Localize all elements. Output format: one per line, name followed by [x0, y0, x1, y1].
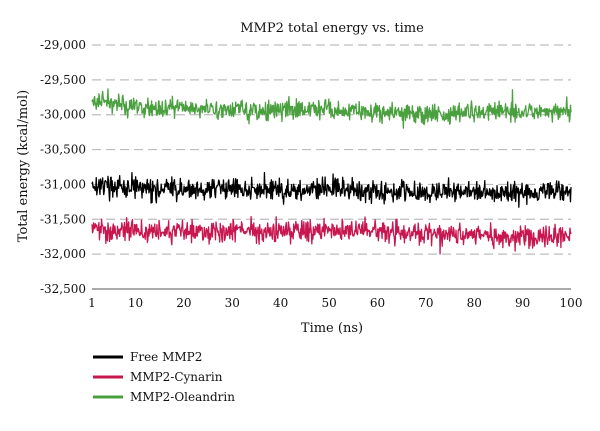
y-tick-label: -31,000: [40, 177, 86, 191]
x-tick-label: 1: [88, 296, 96, 310]
y-tick-label: -29,500: [40, 73, 86, 87]
grid: [92, 44, 571, 255]
y-tick-label: -32,500: [40, 282, 86, 296]
y-axis-title: Total energy (kcal/mol): [16, 90, 31, 242]
series-line-1: [91, 171, 572, 208]
y-tick-label: -30,500: [40, 143, 86, 157]
x-tick-label: 80: [467, 296, 482, 310]
x-tick-label: 20: [176, 296, 191, 310]
x-tick-label: 30: [225, 296, 240, 310]
x-axis-title: Time (ns): [301, 321, 363, 336]
x-tick-label: 10: [128, 296, 143, 310]
x-tick-label: 90: [515, 296, 530, 310]
series-line-3: [91, 88, 572, 129]
y-tick-label: -31,500: [40, 212, 86, 226]
x-tick-label: 70: [418, 296, 433, 310]
legend-label: MMP2-Oleandrin: [130, 390, 235, 404]
x-tick-label: 100: [560, 296, 583, 310]
x-tick-label: 50: [321, 296, 336, 310]
y-axis-ticks: -29,000 -29,500 -30,000 -30,500 -31,000 -31,5…: [40, 38, 86, 296]
x-tick-label: 60: [370, 296, 385, 310]
legend: Free MMP2 MMP2-Cynarin MMP2-Oleandrin: [93, 350, 235, 404]
chart-title: MMP2 total energy vs. time: [240, 21, 424, 36]
x-tick-label: 40: [273, 296, 288, 310]
y-tick-label: -30,000: [40, 108, 86, 122]
x-axis-ticks: 1 10 20 30 40 50 60 70 80 90 100: [88, 296, 582, 310]
series-layer: [91, 88, 572, 255]
legend-label: MMP2-Cynarin: [130, 370, 223, 384]
legend-label: Free MMP2: [130, 350, 202, 364]
series-line-2: [91, 216, 572, 255]
y-tick-label: -32,000: [40, 247, 86, 261]
y-tick-label: -29,000: [40, 38, 86, 52]
